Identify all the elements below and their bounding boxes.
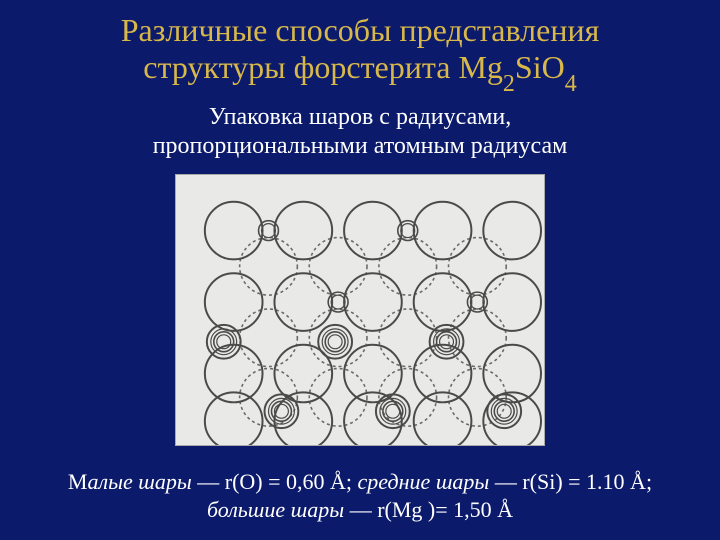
caption-t4: — r(Mg )= 1,50 Å (344, 497, 513, 522)
subtitle-line-1: Упаковка шаров с радиусами, (209, 104, 512, 130)
caption-t3: — r(Si) = 1.10 Å; (489, 469, 652, 494)
title-line-2a: структуры форстерита Mg (143, 49, 503, 85)
slide: Различные способы представления структур… (0, 0, 720, 540)
caption-t2: — r(O) = 0,60 Å; (192, 469, 358, 494)
caption: Малые шары — r(O) = 0,60 Å; средние шары… (24, 468, 696, 523)
caption-m: М (68, 469, 88, 494)
slide-subtitle: Упаковка шаров с радиусами, пропорционал… (24, 103, 696, 161)
slide-title: Различные способы представления структур… (24, 12, 696, 93)
figure-container (24, 174, 696, 446)
subtitle-line-2: пропорциональными атомным радиусам (153, 133, 568, 159)
title-sub-2: 4 (565, 71, 577, 97)
sphere-packing-diagram (175, 174, 545, 446)
title-line-1: Различные способы представления (121, 12, 600, 48)
caption-i1: алые шары (87, 469, 191, 494)
caption-i2: средние шары (358, 469, 490, 494)
caption-i3: большие шары (207, 497, 344, 522)
title-sub-1: 2 (503, 71, 515, 97)
title-line-2b: SiO (515, 49, 565, 85)
